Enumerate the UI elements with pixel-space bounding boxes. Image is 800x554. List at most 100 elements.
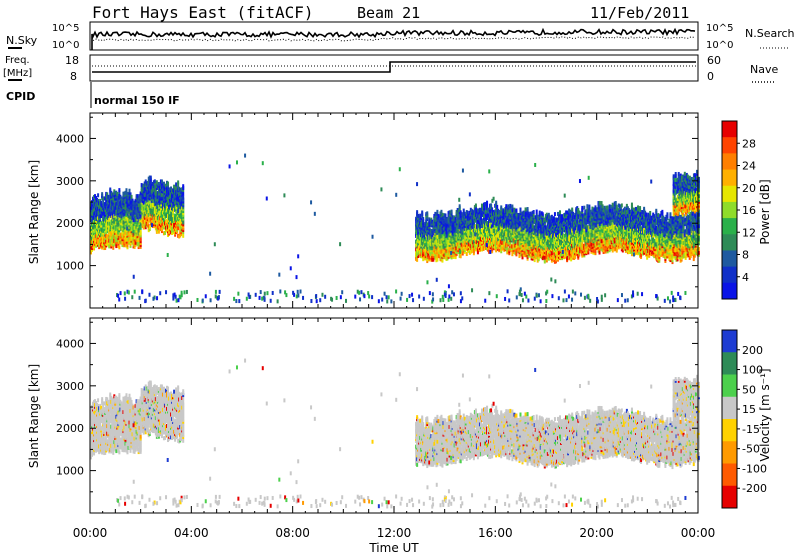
- power-echo-cell: [148, 211, 151, 216]
- power-echo-cell: [144, 209, 147, 214]
- power-echo-cell: [157, 181, 160, 186]
- power-echo-cell: [91, 211, 94, 216]
- power-echo-cell: [505, 204, 508, 209]
- power-echo-cell: [131, 240, 134, 245]
- power-echo-cell: [91, 223, 94, 228]
- power-echo-cell: [122, 241, 125, 246]
- power-echo-cell: [120, 225, 123, 230]
- power-echo-cell: [149, 175, 152, 180]
- power-echo-cell: [131, 215, 134, 220]
- power-echo-cell: [108, 194, 111, 199]
- power-echo-cell: [166, 218, 168, 223]
- power-echo-cell: [566, 210, 569, 215]
- power-echo-cell: [515, 208, 518, 213]
- power-echo-cell: [131, 227, 134, 232]
- power-echo-cell: [480, 203, 483, 208]
- nsearch-label: N.Search: [745, 27, 795, 40]
- power-echo-cell: [553, 212, 556, 217]
- power-echo-cell: [441, 258, 444, 263]
- power-echo-cell: [128, 188, 131, 193]
- power-echo-cell: [92, 196, 95, 201]
- power-echo-cell: [177, 180, 180, 185]
- power-echo-cell: [158, 185, 161, 190]
- power-echo-cell: [151, 202, 154, 207]
- power-echo-cell: [132, 225, 135, 230]
- cpid-label: CPID: [6, 90, 35, 103]
- power-echo-cell: [129, 236, 132, 241]
- power-echo-cell: [416, 210, 419, 215]
- power-echo-cell: [143, 204, 146, 209]
- power-echo-cell: [162, 206, 165, 211]
- power-echo-cell: [126, 197, 129, 202]
- power-echo-cell: [515, 244, 518, 249]
- power-echo-cell: [100, 200, 103, 205]
- power-echo-cell: [125, 195, 128, 200]
- power-echo-cell: [147, 218, 150, 223]
- power-echo-cell: [145, 214, 148, 219]
- power-echo-cell: [113, 238, 116, 243]
- power-echo-cell: [509, 203, 512, 208]
- power-echo-cell: [150, 189, 153, 194]
- power-echo-cell: [95, 228, 98, 233]
- power-echo-cell: [98, 243, 101, 248]
- power-echo-cell: [148, 175, 151, 180]
- power-echo-cell: [164, 183, 167, 188]
- power-echo-cell: [172, 207, 175, 212]
- power-echo-cell: [97, 199, 100, 204]
- power-echo-cell: [182, 233, 185, 238]
- power-echo-cell: [134, 198, 137, 203]
- power-echo-cell: [134, 227, 137, 232]
- power-echo-cell: [169, 187, 172, 192]
- power-echo-cell: [95, 234, 98, 239]
- power-echo-cell: [133, 231, 136, 236]
- power-echo-cell: [149, 217, 152, 222]
- power-echo-cell: [136, 220, 139, 225]
- power-echo-cell: [433, 236, 436, 241]
- power-echo-cell: [92, 211, 95, 216]
- power-echo-cell: [105, 233, 108, 238]
- power-echo-cell: [149, 204, 152, 209]
- power-echo-cell: [526, 207, 529, 212]
- power-echo-cell: [161, 214, 164, 219]
- power-echo-cell: [458, 204, 461, 209]
- power-echo-cell: [143, 219, 146, 224]
- power-echo-cell: [94, 194, 97, 199]
- power-echo-cell: [97, 193, 100, 198]
- power-echo-cell: [104, 196, 107, 201]
- power-echo-cell: [113, 210, 116, 215]
- noise-tick-high-right: 10^5: [706, 23, 733, 34]
- power-echo-cell: [147, 176, 150, 181]
- power-echo-cell: [107, 215, 110, 220]
- power-echo-cell: [119, 194, 122, 199]
- power-echo-cell: [106, 240, 109, 245]
- power-echo-cell: [172, 194, 175, 199]
- power-echo-cell: [145, 193, 148, 198]
- nsky-trace: [91, 27, 696, 50]
- power-echo-cell: [167, 189, 170, 194]
- power-echo-cell: [103, 202, 106, 207]
- power-echo-cell: [113, 217, 116, 222]
- noise-tick-high: 10^5: [52, 23, 79, 34]
- power-echo-cell: [160, 179, 163, 184]
- power-echo-cell: [114, 227, 117, 232]
- power-echo-cell: [148, 204, 151, 209]
- power-echo-cell: [98, 201, 101, 206]
- power-echo-cell: [98, 210, 101, 215]
- power-echo-cell: [459, 254, 462, 259]
- power-echo-cell: [156, 191, 159, 196]
- power-echo-cell: [92, 225, 95, 230]
- power-echo-cell: [116, 226, 119, 231]
- power-echo-cell: [417, 213, 420, 218]
- power-echo-cell: [100, 233, 103, 238]
- power-echo-cell: [164, 219, 167, 224]
- power-echo-cell: [147, 207, 150, 212]
- power-echo-cell: [119, 232, 122, 237]
- power-echo-cell: [109, 225, 112, 230]
- power-echo-cell: [92, 206, 95, 211]
- power-echo-cell: [116, 192, 119, 197]
- nave-tick-high: 60: [707, 54, 721, 67]
- power-echo-cell: [152, 210, 155, 215]
- power-echo-cell: [173, 184, 176, 189]
- power-echo-cell: [146, 221, 149, 226]
- power-echo-cell: [486, 200, 489, 205]
